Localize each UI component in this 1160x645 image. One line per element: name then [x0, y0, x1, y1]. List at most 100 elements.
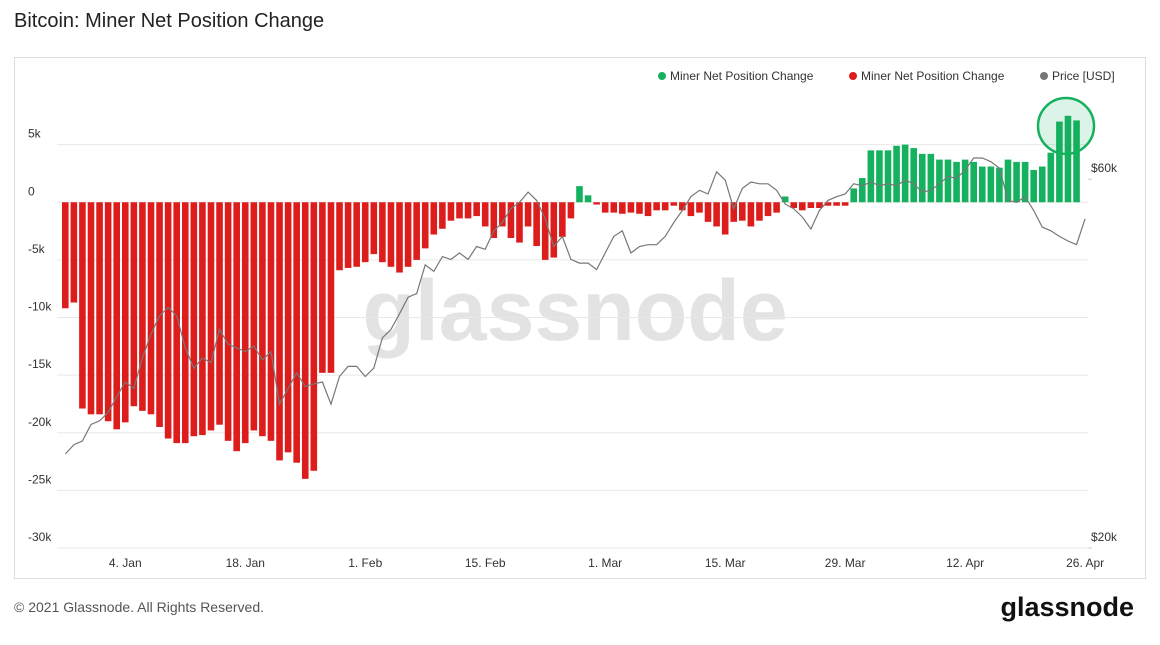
bar [344, 202, 352, 268]
bar [704, 202, 712, 222]
bar [824, 202, 832, 206]
bar [387, 202, 395, 267]
bar [370, 202, 378, 255]
bar [936, 159, 943, 203]
bar [541, 202, 549, 260]
bar [267, 202, 275, 441]
legend: Miner Net Position Change Miner Net Posit… [658, 69, 1115, 83]
bar [559, 202, 566, 237]
x-tick-label: 29. Mar [825, 556, 866, 570]
bar [953, 161, 960, 203]
bar [773, 202, 780, 213]
bar [756, 202, 763, 221]
bar [944, 159, 952, 203]
y-tick-label: -5k [28, 242, 46, 256]
bar [404, 202, 412, 267]
bar [139, 202, 146, 411]
y2-tick-label: $20k [1091, 530, 1118, 544]
y-tick-label: -30k [28, 530, 52, 544]
bar [816, 202, 823, 209]
bar [670, 202, 678, 206]
x-tick-label: 18. Jan [226, 556, 265, 570]
bar [473, 202, 480, 217]
bar [550, 202, 558, 258]
bar [987, 166, 995, 203]
bar [79, 202, 86, 409]
bar [627, 202, 635, 213]
bar [833, 202, 840, 206]
bar [396, 202, 403, 273]
bar [70, 202, 78, 303]
bar [1013, 161, 1020, 203]
y-tick-label: -25k [28, 472, 52, 486]
bar [661, 202, 669, 211]
y-tick-label: -20k [28, 415, 52, 429]
bar [747, 202, 755, 227]
bar [567, 202, 575, 219]
bar [284, 202, 292, 453]
legend-marker [1040, 72, 1048, 80]
bar [241, 202, 249, 444]
bar [978, 166, 986, 203]
bar [533, 202, 540, 247]
bar [421, 202, 429, 249]
bar [524, 202, 532, 227]
bar [739, 202, 746, 221]
bar [96, 202, 103, 415]
bar [481, 202, 489, 227]
bar [867, 150, 875, 203]
bar [250, 202, 258, 431]
y-tick-label: -10k [28, 300, 52, 314]
bar [876, 150, 883, 203]
bar [721, 202, 729, 235]
marks [61, 115, 1086, 479]
bar [679, 202, 686, 211]
y-tick-label: -15k [28, 357, 52, 371]
bar [413, 202, 420, 260]
bar [807, 202, 815, 209]
bar [970, 161, 978, 203]
bar [644, 202, 652, 217]
bar [961, 159, 969, 203]
chart-title: Bitcoin: Miner Net Position Change [14, 10, 324, 32]
y-tick-label: 5k [28, 127, 42, 141]
bar [113, 202, 121, 430]
bar [293, 202, 300, 463]
bar [996, 167, 1003, 203]
bar [499, 202, 506, 227]
bar [790, 202, 798, 209]
x-tick-label: 15. Feb [465, 556, 506, 570]
bar [1004, 159, 1012, 203]
bar [259, 202, 266, 437]
legend-label: Miner Net Position Change [861, 69, 1005, 83]
legend-marker [658, 72, 666, 80]
bar [781, 196, 789, 203]
bar [1047, 152, 1055, 203]
x-tick-label: 4. Jan [109, 556, 142, 570]
bar [439, 202, 446, 229]
copyright: © 2021 Glassnode. All Rights Reserved. [14, 599, 264, 615]
bar [336, 202, 343, 271]
bar [858, 178, 866, 203]
y-tick-label: 0 [28, 184, 35, 198]
bar [1073, 120, 1080, 203]
bar [610, 202, 618, 213]
bar [799, 202, 806, 211]
bar [61, 202, 69, 309]
bar [310, 202, 318, 471]
bar [464, 202, 472, 219]
bar [918, 153, 926, 203]
bar [173, 202, 180, 444]
bar [224, 202, 232, 441]
bar [841, 202, 849, 206]
bar [884, 150, 892, 203]
bar [636, 202, 643, 214]
bar [216, 202, 223, 425]
legend-marker [849, 72, 857, 80]
bar [456, 202, 463, 219]
legend-label: Miner Net Position Change [670, 69, 814, 83]
x-tick-label: 12. Apr [946, 556, 984, 570]
price-line [64, 157, 1086, 455]
bar [764, 202, 772, 217]
bar [87, 202, 95, 415]
